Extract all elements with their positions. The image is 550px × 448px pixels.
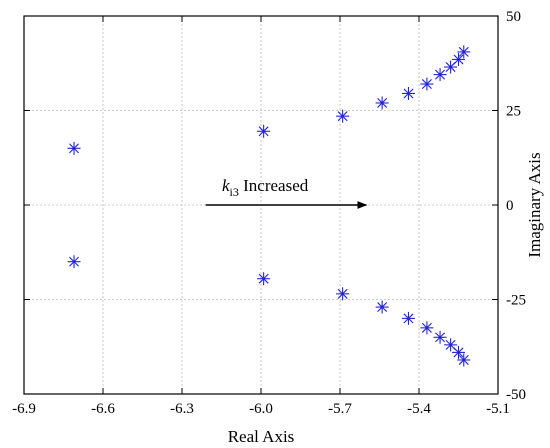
data-point [336, 287, 350, 301]
ticks: -6.9 -6.6 -6.3 -6.0 -5.7 -5.4 -5.1 50 25 0 -25 -50 [12, 9, 526, 417]
x-tick-label: -5.7 [328, 401, 352, 417]
data-point [375, 96, 389, 110]
y-tick-label: 0 [506, 198, 514, 214]
data-point [257, 272, 271, 286]
x-tick-label: -5.4 [407, 401, 431, 417]
x-tick-label: -6.9 [12, 401, 36, 417]
data-point [401, 86, 415, 100]
y-tick-label: 25 [506, 104, 521, 120]
x-tick-label: -6.6 [91, 401, 115, 417]
data-point [457, 353, 471, 367]
data-point [257, 124, 271, 138]
data-point [433, 68, 447, 82]
data-point [67, 255, 81, 269]
y-tick-label: -50 [506, 387, 526, 403]
data-point [444, 338, 458, 352]
data-point [457, 45, 471, 59]
x-tick-label: -6.0 [249, 401, 273, 417]
data-point [420, 321, 434, 335]
data-point [452, 52, 465, 66]
data-point [433, 330, 447, 344]
x-axis-label: Real Axis [228, 427, 295, 446]
annotation-text: ki3 Increased [222, 176, 309, 199]
data-point [444, 60, 458, 74]
data-points [67, 45, 471, 367]
annotation: ki3 Increased [205, 176, 368, 209]
x-tick-label: -6.3 [170, 401, 194, 417]
x-tick-label: -5.1 [486, 401, 510, 417]
data-point [420, 77, 434, 91]
data-point [375, 300, 389, 314]
y-axis-label: Imaginary Axis [525, 152, 544, 257]
data-point [452, 345, 465, 359]
data-point [401, 311, 415, 325]
y-tick-label: 50 [506, 9, 521, 25]
data-point [336, 109, 350, 123]
data-point [67, 141, 81, 155]
y-tick-label: -25 [506, 293, 526, 309]
